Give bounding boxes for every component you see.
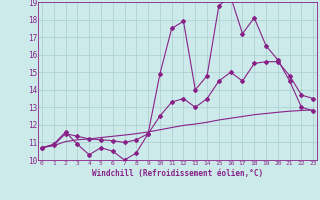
X-axis label: Windchill (Refroidissement éolien,°C): Windchill (Refroidissement éolien,°C) [92, 169, 263, 178]
